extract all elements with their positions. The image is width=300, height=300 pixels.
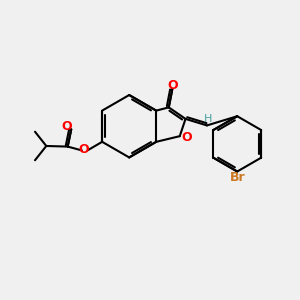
Text: O: O: [167, 79, 178, 92]
Text: O: O: [181, 131, 192, 144]
Text: O: O: [79, 143, 89, 156]
Text: O: O: [61, 120, 71, 133]
Text: H: H: [204, 114, 212, 124]
Text: Br: Br: [230, 171, 245, 184]
